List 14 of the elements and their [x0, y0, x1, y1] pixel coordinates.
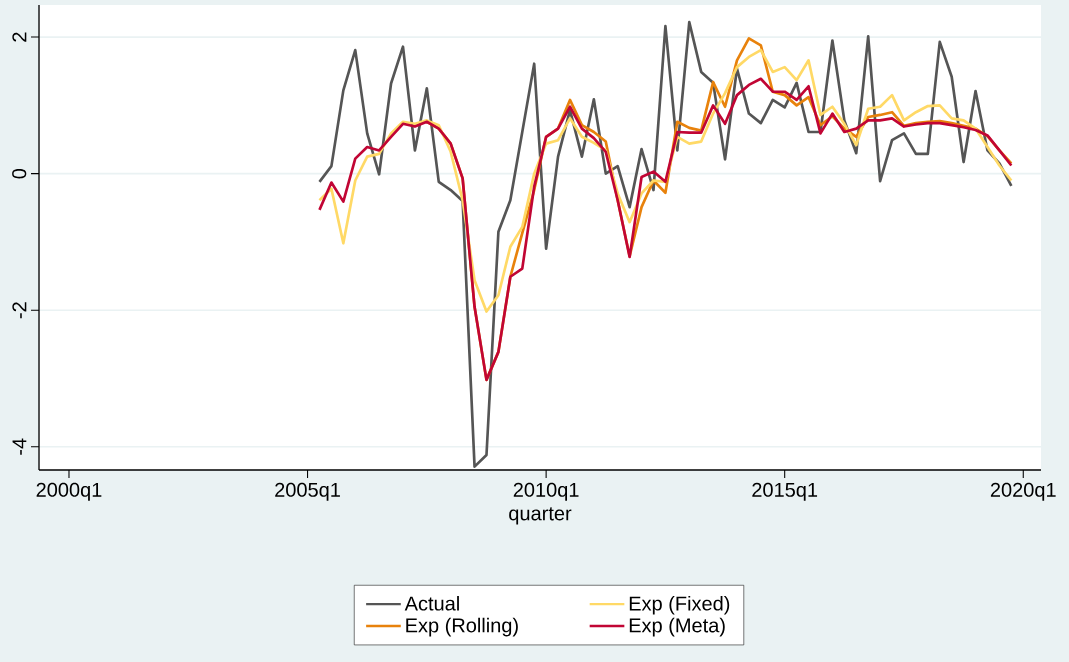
x-tick-label: 2020q1: [990, 482, 1056, 501]
x-tick-label: 2005q1: [275, 482, 340, 501]
x-tick-label: 2000q1: [36, 482, 102, 501]
x-tick-label: 2010q1: [513, 482, 579, 501]
y-tick-label: 0: [12, 168, 27, 179]
legend-label: Exp (Meta): [629, 617, 725, 637]
y-tick-label: 2: [12, 32, 27, 42]
y-tick-label: -2: [12, 302, 27, 319]
legend-label: Exp (Rolling): [406, 617, 518, 637]
y-tick-label: -4: [12, 438, 27, 455]
legend-label: Exp (Fixed): [629, 595, 730, 615]
x-tick-label: 2015q1: [752, 482, 818, 501]
x-axis-title: quarter: [509, 507, 572, 525]
legend-label: Actual: [404, 595, 459, 611]
